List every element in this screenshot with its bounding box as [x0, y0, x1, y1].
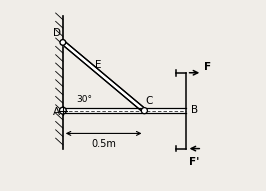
Text: D: D — [53, 28, 61, 38]
Text: 0.5m: 0.5m — [91, 139, 116, 149]
Text: A: A — [53, 107, 60, 117]
Circle shape — [141, 108, 147, 114]
Text: B: B — [191, 105, 198, 115]
Text: 30°: 30° — [76, 95, 92, 104]
Text: F: F — [204, 62, 211, 72]
Text: F': F' — [189, 157, 199, 167]
Circle shape — [59, 107, 66, 114]
Polygon shape — [61, 41, 146, 112]
Text: C: C — [145, 96, 153, 106]
Circle shape — [60, 40, 66, 45]
Text: E: E — [95, 60, 101, 70]
